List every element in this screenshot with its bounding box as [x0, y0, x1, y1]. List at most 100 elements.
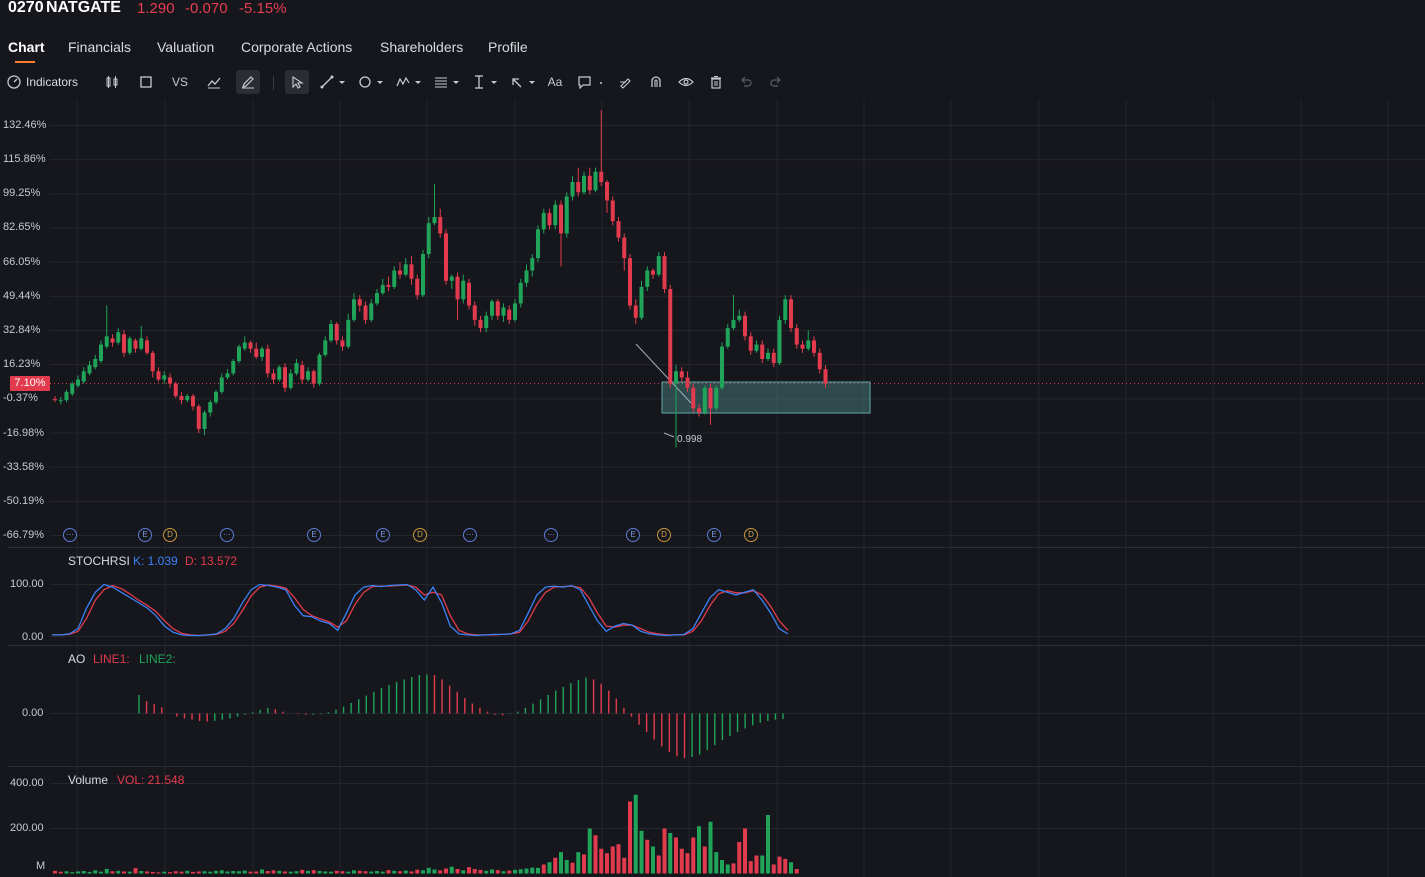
candle-body	[173, 383, 178, 397]
volume-bar	[771, 864, 776, 874]
volume-bar	[449, 866, 454, 874]
low-price-marker: 0.998	[677, 434, 703, 445]
candle-body	[823, 369, 828, 384]
volume-bar	[587, 828, 592, 874]
volume-bar	[173, 871, 178, 874]
candle-body	[513, 303, 517, 320]
event-marker-dividend[interactable]: D	[413, 528, 427, 542]
volume-bar	[766, 815, 770, 874]
support-zone-rectangle	[661, 381, 871, 414]
volume-bar	[346, 871, 351, 874]
rectangle-button[interactable]	[136, 70, 156, 94]
volume-bar	[484, 870, 489, 874]
volume-bar	[616, 844, 621, 874]
compare-vs-button[interactable]: VS	[169, 70, 191, 94]
volume-axis-label: 200.00	[10, 822, 44, 834]
pattern-button[interactable]	[394, 70, 424, 94]
y-axis-label: 16.23%	[3, 358, 41, 370]
volume-bar	[541, 864, 546, 874]
tab-chart[interactable]: Chart	[8, 39, 45, 55]
volume-bar	[530, 867, 535, 874]
volume-bar	[334, 870, 339, 874]
arrow-button[interactable]	[508, 70, 538, 94]
volume-bar	[455, 869, 460, 874]
volume-bar	[375, 871, 379, 874]
candle-body	[559, 204, 563, 234]
undo-button[interactable]	[736, 70, 756, 94]
text-tool-button[interactable]: Aa	[545, 70, 565, 94]
stochrsi-d-line	[52, 584, 789, 637]
pen-button[interactable]	[236, 70, 260, 94]
y-axis-label: 115.86%	[3, 153, 46, 165]
stochrsi-k-value: K: 1.039	[133, 554, 178, 568]
candlestick-button[interactable]	[102, 70, 122, 94]
candle-body	[237, 346, 241, 362]
volume-bar	[179, 871, 184, 874]
volume-bar	[398, 871, 402, 874]
candle-body	[501, 307, 506, 316]
cursor-button[interactable]	[285, 70, 309, 94]
chart-type-button[interactable]	[204, 70, 224, 94]
volume-bar	[754, 855, 759, 874]
pane-divider[interactable]	[8, 766, 1425, 767]
event-marker-other[interactable]: ···	[544, 528, 558, 542]
event-marker-dividend[interactable]: D	[744, 528, 758, 542]
volume-bar	[93, 870, 98, 874]
tab-financials[interactable]: Financials	[68, 39, 132, 55]
volume-bar	[81, 871, 86, 874]
section-tabs: Chart Financials Valuation Corporate Act…	[0, 36, 1425, 66]
ticker-code: 0270	[8, 0, 44, 16]
stochrsi-title[interactable]: STOCHRSI	[68, 554, 130, 568]
pane-divider[interactable]	[8, 645, 1425, 646]
candle-body	[300, 365, 305, 380]
trend-line-button[interactable]	[318, 70, 348, 94]
ao-title[interactable]: AO	[68, 652, 86, 666]
candle-body	[708, 387, 713, 409]
event-marker-earnings[interactable]: E	[707, 528, 721, 542]
volume-bar	[386, 870, 391, 874]
event-marker-earnings[interactable]: E	[626, 528, 640, 542]
delete-button[interactable]	[706, 70, 726, 94]
candle-body	[564, 196, 569, 234]
visibility-button[interactable]	[676, 70, 696, 94]
magnet-button[interactable]	[646, 70, 666, 94]
candle-body	[455, 276, 460, 300]
chart-type-icon	[207, 77, 221, 89]
candle-body	[133, 340, 138, 349]
volume-title[interactable]: Volume	[68, 773, 109, 787]
event-marker-other[interactable]: ···	[463, 528, 477, 542]
ao-histogram	[138, 674, 784, 759]
candle-body	[432, 216, 437, 224]
candle-body	[731, 319, 736, 329]
indicators-button[interactable]: Indicators	[6, 70, 88, 94]
event-marker-earnings[interactable]: E	[307, 528, 321, 542]
event-marker-other[interactable]: ···	[63, 528, 77, 542]
candle-body	[70, 383, 75, 394]
candle-body	[605, 182, 609, 201]
candle-body	[334, 323, 339, 341]
volume-bar	[260, 869, 264, 874]
redo-button[interactable]	[766, 70, 786, 94]
tab-valuation[interactable]: Valuation	[157, 39, 215, 55]
volume-bar	[162, 871, 167, 874]
candle-body	[570, 182, 575, 197]
volume-bar	[628, 801, 632, 874]
tab-profile[interactable]: Profile	[488, 39, 528, 55]
event-marker-earnings[interactable]: E	[376, 528, 390, 542]
candle-body	[122, 334, 126, 353]
event-marker-earnings[interactable]: E	[138, 528, 152, 542]
brush-button[interactable]	[615, 70, 635, 94]
shape-button[interactable]	[356, 70, 386, 94]
tab-shareholders[interactable]: Shareholders	[380, 39, 464, 55]
measure-button[interactable]	[470, 70, 500, 94]
comment-button[interactable]	[575, 70, 609, 94]
volume-bar	[271, 870, 276, 874]
fibonacci-button[interactable]	[432, 70, 462, 94]
pane-divider[interactable]	[8, 547, 1425, 548]
tab-corporate-actions[interactable]: Corporate Actions	[241, 39, 353, 55]
event-marker-dividend[interactable]: D	[163, 528, 177, 542]
event-marker-dividend[interactable]: D	[657, 528, 671, 542]
event-marker-other[interactable]: ···	[220, 528, 234, 542]
volume-bar	[720, 860, 724, 874]
